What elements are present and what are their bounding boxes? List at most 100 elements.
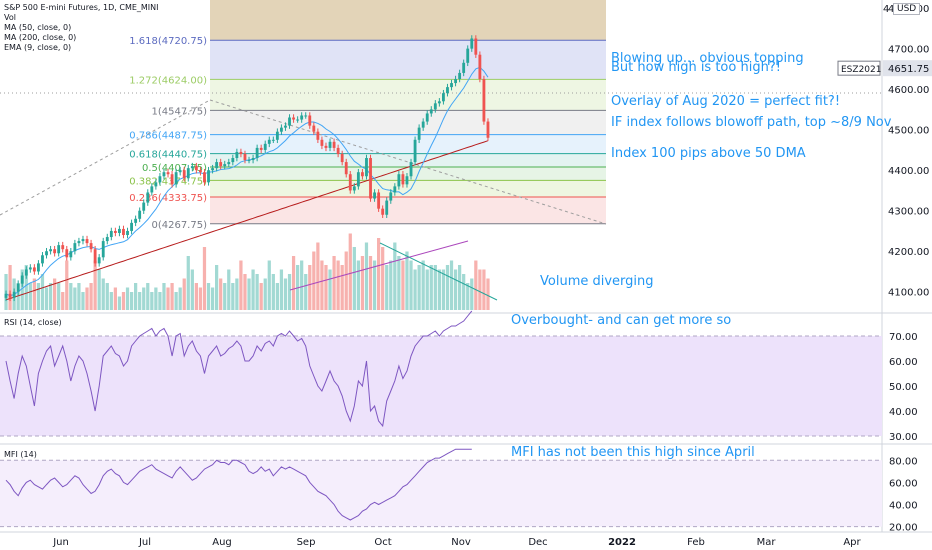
mfi-line bbox=[5, 448, 472, 521]
volume-bar bbox=[150, 292, 154, 310]
price-badge: 4651.75 bbox=[888, 64, 929, 75]
volume-bar bbox=[437, 269, 441, 310]
time-tick-label: Nov bbox=[451, 537, 471, 548]
price-tick-label: 4700.00 bbox=[888, 45, 929, 56]
volume-bar bbox=[405, 251, 409, 310]
candle-body bbox=[324, 145, 328, 148]
top-tick: 4 bbox=[883, 4, 890, 15]
candle-body bbox=[259, 147, 263, 150]
candle-body bbox=[304, 115, 308, 117]
fib-level-label: 1.272(4624.00) bbox=[129, 75, 207, 86]
volume-bar bbox=[105, 283, 109, 310]
candle-body bbox=[28, 267, 32, 270]
fib-zone-extension bbox=[210, 0, 606, 41]
candle-body bbox=[53, 249, 57, 254]
candle-body bbox=[45, 251, 48, 256]
mfi-tick-label: 20.00 bbox=[889, 523, 918, 534]
candle-body bbox=[203, 172, 206, 183]
volume-bar bbox=[300, 260, 304, 310]
fib-level-label: 0.5(4407.75) bbox=[142, 163, 207, 174]
volume-bar bbox=[158, 292, 162, 310]
volume-bar bbox=[344, 251, 348, 310]
volume-bar bbox=[178, 287, 182, 310]
volume-bar bbox=[219, 278, 223, 310]
volume-bar bbox=[170, 283, 174, 310]
volume-bar bbox=[486, 278, 490, 310]
volume-bar bbox=[316, 242, 320, 310]
currency-selector[interactable]: USD bbox=[893, 3, 921, 15]
volume-bar bbox=[77, 283, 81, 310]
volume-bar bbox=[425, 269, 429, 310]
ema9-label: EMA (9, close, 0) bbox=[4, 43, 72, 52]
candle-body bbox=[332, 141, 336, 148]
time-tick-label: Jun bbox=[52, 537, 69, 548]
time-tick-label: Jul bbox=[138, 537, 151, 548]
candle-body bbox=[41, 255, 44, 264]
candle-body bbox=[328, 141, 332, 148]
candle-body bbox=[130, 222, 133, 231]
candle-body bbox=[57, 245, 61, 254]
candle-body bbox=[288, 117, 291, 126]
volume-bar bbox=[206, 283, 211, 310]
volume-bar bbox=[89, 283, 93, 310]
candle-body bbox=[478, 54, 482, 80]
time-tick-label: Aug bbox=[212, 537, 232, 548]
volume-bar bbox=[445, 265, 450, 310]
candle-body bbox=[219, 162, 223, 167]
candle-body bbox=[377, 192, 381, 209]
candle-body bbox=[405, 176, 409, 185]
candle-body bbox=[170, 174, 174, 185]
volume-bar bbox=[312, 251, 316, 310]
candle-body bbox=[446, 87, 449, 94]
volume-bar bbox=[336, 260, 340, 310]
candle-body bbox=[190, 166, 194, 169]
volume-bar bbox=[117, 296, 122, 310]
candle-body bbox=[308, 115, 312, 126]
rsi-line bbox=[5, 310, 473, 428]
candle-body bbox=[142, 202, 146, 211]
candle-body bbox=[336, 147, 340, 154]
time-tick-label: Apr bbox=[843, 537, 861, 548]
volume-bar bbox=[291, 256, 296, 310]
candle-body bbox=[373, 192, 376, 199]
fib-zone bbox=[210, 167, 606, 181]
volume-bar bbox=[162, 283, 166, 310]
volume-bar bbox=[109, 292, 113, 310]
volume-bar bbox=[85, 287, 89, 310]
mfi-tick-label: 40.00 bbox=[889, 501, 918, 512]
volume-bar bbox=[125, 287, 130, 310]
volume-bar bbox=[340, 265, 344, 310]
symbol-badge-box bbox=[837, 60, 881, 76]
fib-level-label: 0.618(4440.75) bbox=[129, 150, 207, 161]
candle-body bbox=[486, 121, 490, 138]
volume-bar bbox=[482, 269, 486, 310]
rsi-tick-label: 60.00 bbox=[889, 357, 918, 368]
volume-bar bbox=[113, 287, 117, 310]
candle-body bbox=[89, 243, 93, 250]
volume-bar bbox=[142, 287, 146, 310]
candle-body bbox=[466, 48, 470, 63]
candle-body bbox=[113, 230, 117, 233]
volume-bar bbox=[332, 256, 336, 310]
volume-bar bbox=[8, 265, 12, 310]
volume-bar bbox=[65, 260, 69, 310]
trendline-up bbox=[0, 99, 211, 216]
volume-bar bbox=[239, 260, 243, 310]
annotation-text: Overbought- and can get more so bbox=[511, 313, 731, 328]
candle-body bbox=[93, 249, 97, 264]
candle-body bbox=[8, 293, 12, 298]
volume-bar bbox=[138, 292, 142, 310]
candle-body bbox=[409, 162, 413, 177]
volume-bar bbox=[154, 287, 158, 310]
volume-bar bbox=[401, 260, 405, 310]
volume-bar bbox=[287, 274, 292, 310]
volume-bar bbox=[97, 269, 101, 310]
volume-bar bbox=[364, 242, 369, 310]
candle-body bbox=[474, 38, 478, 55]
symbol-title: S&P 500 E-mini Futures, 1D, CME_MINI bbox=[4, 3, 159, 12]
candle-body bbox=[69, 251, 73, 258]
volume-bar bbox=[28, 283, 32, 310]
annotation-text: But how high is too high?! bbox=[611, 60, 781, 75]
volume-bar bbox=[73, 287, 77, 310]
